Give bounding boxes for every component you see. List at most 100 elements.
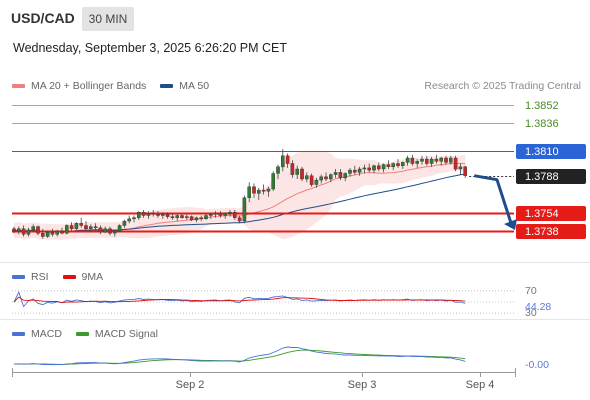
candle-body bbox=[74, 223, 79, 230]
candle-body bbox=[420, 158, 424, 162]
candle-body bbox=[228, 211, 232, 214]
candle-body bbox=[281, 155, 285, 168]
candle-body bbox=[300, 168, 304, 180]
macd-current-value: -0.00 bbox=[525, 359, 549, 371]
candle-body bbox=[252, 186, 256, 194]
candle-body bbox=[338, 172, 343, 179]
candle-body bbox=[425, 158, 429, 164]
candle-body bbox=[276, 166, 280, 174]
candle-body bbox=[458, 166, 463, 170]
candle-body bbox=[189, 216, 194, 221]
candle-body bbox=[165, 214, 170, 217]
rsi-ma-line bbox=[13, 296, 466, 304]
ma50-swatch bbox=[160, 84, 174, 88]
candle-body bbox=[60, 230, 64, 234]
candle-body bbox=[410, 157, 415, 164]
candle-body bbox=[21, 228, 26, 235]
candle-body bbox=[146, 213, 151, 216]
candle-body bbox=[151, 213, 156, 215]
price-tag-1.3754: 1.3754 bbox=[525, 208, 559, 220]
candle-body bbox=[377, 165, 381, 170]
x-tick-label: Sep 2 bbox=[176, 379, 205, 391]
candle-body bbox=[64, 225, 69, 234]
candle-body bbox=[405, 157, 410, 163]
candle-body bbox=[357, 168, 362, 173]
candle-body bbox=[386, 164, 391, 168]
candle-body bbox=[290, 163, 295, 175]
candle-body bbox=[204, 215, 208, 219]
candle-body bbox=[136, 211, 141, 218]
legend-item-macd-signal: MACD Signal bbox=[75, 328, 158, 340]
candle-body bbox=[50, 231, 55, 235]
macd-legend: MACD MACD Signal bbox=[12, 328, 172, 340]
candle-body bbox=[223, 213, 228, 216]
candle-body bbox=[434, 158, 439, 162]
candle-body bbox=[180, 215, 184, 218]
legend-label-ma20: MA 20 + Bollinger Bands bbox=[31, 80, 147, 92]
candle-body bbox=[415, 161, 420, 164]
price-legend: MA 20 + Bollinger Bands MA 50 bbox=[12, 80, 223, 92]
candle-body bbox=[367, 167, 372, 171]
rsi-current-value: 44.28 bbox=[525, 301, 551, 313]
candle-body bbox=[353, 169, 357, 173]
candle-body bbox=[108, 228, 112, 234]
candle-body bbox=[261, 189, 266, 192]
candle-body bbox=[463, 166, 468, 176]
price-label-1.3852: 1.3852 bbox=[525, 100, 559, 112]
legend-label-rsi: RSI bbox=[31, 271, 49, 283]
candle-body bbox=[348, 169, 352, 174]
candle-body bbox=[156, 214, 160, 216]
candle-body bbox=[141, 211, 146, 216]
rsi-axis-70: 70 bbox=[525, 285, 537, 297]
candle-body bbox=[208, 214, 213, 216]
price-label-1.3836: 1.3836 bbox=[525, 118, 559, 130]
price-tag-1.3788: 1.3788 bbox=[525, 171, 559, 183]
candle-body bbox=[98, 227, 103, 233]
candle-body bbox=[175, 215, 180, 218]
candle-body bbox=[237, 217, 242, 222]
candle-body bbox=[391, 163, 396, 167]
x-tick-label: Sep 3 bbox=[348, 379, 377, 391]
legend-label-macd-signal: MACD Signal bbox=[94, 328, 158, 340]
candle-body bbox=[381, 164, 386, 170]
candle-body bbox=[103, 228, 107, 233]
candle-body bbox=[449, 157, 453, 163]
candle-body bbox=[127, 218, 131, 222]
candle-body bbox=[199, 217, 204, 219]
macd-signal-swatch bbox=[75, 332, 89, 336]
candle-body bbox=[112, 230, 117, 234]
forecast-arrow-line bbox=[473, 174, 513, 224]
rsi-legend: RSI 9MA bbox=[12, 271, 117, 283]
macd-line bbox=[13, 346, 466, 366]
macd-signal-line bbox=[14, 349, 466, 365]
candle-body bbox=[242, 197, 247, 222]
candle-body bbox=[122, 220, 127, 226]
candle-body bbox=[401, 162, 405, 166]
macd-swatch bbox=[12, 332, 25, 336]
candle-body bbox=[93, 226, 98, 228]
candle-body bbox=[271, 173, 276, 190]
interval-button[interactable]: 30 MIN bbox=[82, 7, 134, 31]
credit-text: Research © 2025 Trading Central bbox=[424, 80, 581, 92]
candle-body bbox=[45, 231, 50, 237]
candle-body bbox=[84, 225, 88, 229]
candle-body bbox=[17, 228, 21, 232]
candle-body bbox=[444, 157, 448, 163]
price-tag-bg bbox=[516, 169, 586, 184]
candle-body bbox=[31, 226, 36, 231]
candle-body bbox=[295, 168, 300, 175]
rsi-swatch bbox=[12, 275, 25, 279]
candle-body bbox=[343, 173, 348, 179]
candle-body bbox=[69, 225, 74, 229]
candle-body bbox=[117, 225, 122, 232]
candle-body bbox=[88, 226, 93, 230]
candle-body bbox=[12, 228, 16, 232]
price-tag-1.3810: 1.3810 bbox=[525, 146, 559, 158]
candle-body bbox=[453, 157, 458, 170]
candle-body bbox=[362, 167, 367, 170]
candle-body bbox=[314, 179, 319, 185]
price-tag-bg bbox=[516, 144, 586, 159]
candle-body bbox=[170, 216, 175, 218]
candle-body bbox=[257, 189, 261, 194]
